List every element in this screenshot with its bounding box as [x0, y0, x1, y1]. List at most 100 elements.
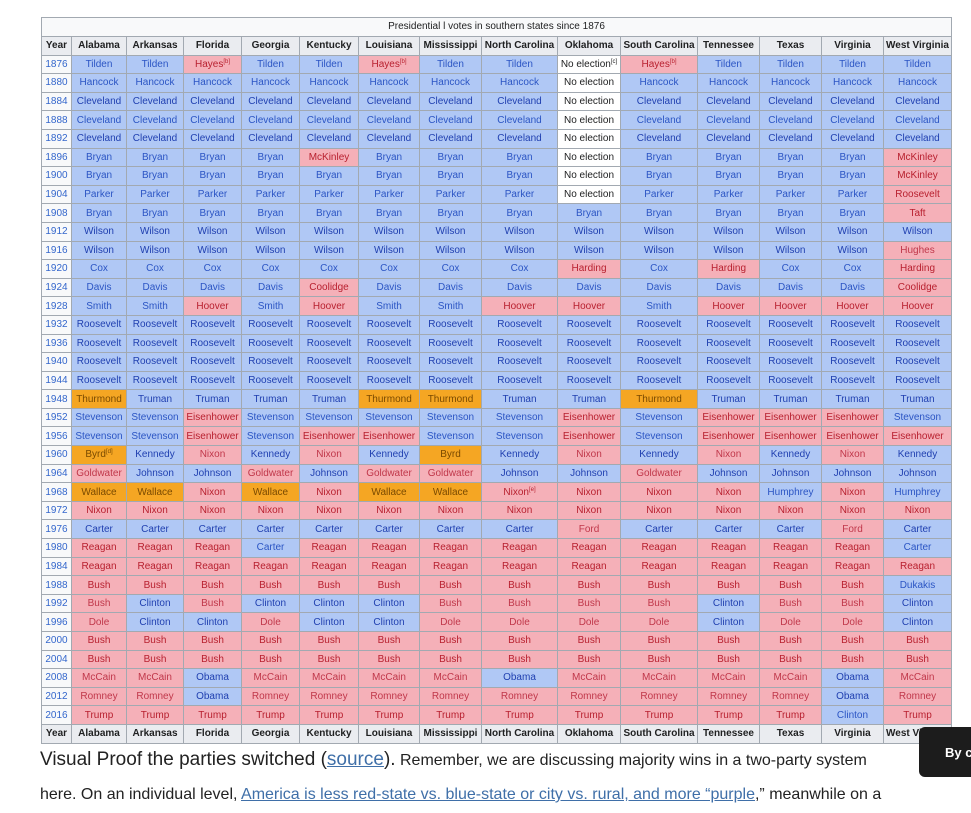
- candidate-name: Wilson: [83, 226, 114, 238]
- candidate-name: Eisenhower: [562, 430, 616, 442]
- result-cell: Bryan: [126, 166, 184, 186]
- candidate-name: Trump: [644, 709, 674, 721]
- table-row: 1916 Wilson Wilson Wilson Wilson Wilson Wilson…: [41, 240, 952, 261]
- result-cell: Bryan: [241, 166, 300, 186]
- result-cell: Nixon: [71, 500, 127, 521]
- result-cell: Bush: [241, 575, 300, 595]
- result-cell: Davis: [126, 277, 184, 298]
- candidate-name: Bush: [377, 635, 401, 647]
- footnote-marker[interactable]: [b]: [669, 58, 677, 65]
- candidate-name: Obama: [836, 691, 869, 703]
- result-cell: Eisenhower: [883, 426, 952, 447]
- candidate-name: Wilson: [435, 244, 466, 256]
- candidate-name: Roosevelt: [248, 319, 293, 331]
- year-cell: 1948: [41, 389, 72, 409]
- candidate-name: Nixon: [715, 449, 742, 461]
- result-cell: Thurmond: [71, 389, 127, 409]
- year-cell: 1936: [41, 333, 72, 354]
- candidate-name: Bryan: [839, 170, 866, 182]
- candidate-name: Bush: [377, 653, 401, 665]
- candidate-name: Goldwater: [76, 467, 122, 479]
- candidate-name: Davis: [199, 282, 225, 294]
- candidate-name: Roosevelt: [248, 356, 293, 368]
- overlay-tooltip-badge[interactable]: By c: [919, 727, 971, 777]
- candidate-name: Cox: [203, 263, 222, 275]
- footnote-marker[interactable]: [c]: [610, 58, 618, 65]
- result-cell: Davis: [557, 277, 621, 298]
- candidate-name: Roosevelt: [497, 319, 542, 331]
- result-cell: Romney: [358, 686, 420, 707]
- result-cell: Stevenson: [71, 407, 127, 428]
- result-cell: Wilson: [759, 240, 822, 261]
- year-cell: 2008: [41, 668, 72, 688]
- candidate-name: No election: [563, 96, 615, 108]
- candidate-name: Bryan: [777, 207, 804, 219]
- footnote-marker[interactable]: [b]: [399, 58, 407, 65]
- result-cell: Roosevelt: [183, 333, 242, 354]
- source-link[interactable]: source: [326, 749, 384, 770]
- result-cell: Cleveland: [183, 110, 242, 130]
- candidate-name: No election: [563, 133, 615, 145]
- candidate-name: Reagan: [311, 560, 347, 572]
- result-cell: Reagan: [697, 538, 760, 558]
- footnote-marker[interactable]: [d]: [105, 449, 113, 456]
- table-row: 1964 Goldwater Johnson Johnson Goldwater John…: [41, 463, 952, 484]
- candidate-name: Johnson: [771, 467, 810, 479]
- result-cell: Hancock: [71, 73, 127, 93]
- candidate-name: Ford: [578, 523, 600, 535]
- result-cell: Nixon: [183, 445, 242, 465]
- candidate-name: Cleveland: [428, 96, 473, 108]
- result-cell: Roosevelt: [557, 333, 621, 354]
- footnote-marker[interactable]: [e]: [528, 486, 536, 493]
- candidate-name: No election: [560, 58, 611, 70]
- candidate-name: Romney: [370, 691, 408, 703]
- result-cell: Roosevelt: [126, 370, 184, 391]
- candidate-name: No election: [563, 189, 615, 201]
- result-cell: Nixon: [241, 500, 300, 521]
- result-cell: Carter: [481, 519, 558, 540]
- result-cell: Roosevelt: [821, 352, 884, 372]
- candidate-name: Cleveland: [636, 96, 682, 108]
- footnote-marker[interactable]: [b]: [223, 58, 231, 65]
- result-cell: Truman: [241, 389, 300, 409]
- result-cell: Bryan: [358, 166, 420, 186]
- state-column-header: Louisiana: [358, 36, 420, 56]
- result-cell: Roosevelt: [241, 333, 300, 354]
- candidate-name: Cox: [650, 263, 668, 275]
- candidate-name: Nixon: [715, 486, 742, 498]
- candidate-name: Roosevelt: [895, 374, 940, 386]
- candidate-name: Kennedy: [770, 449, 811, 461]
- result-cell: Trump: [183, 705, 242, 725]
- year-cell: 1908: [41, 203, 72, 223]
- result-cell: Parker: [299, 184, 359, 205]
- result-cell: Nixon[e]: [481, 482, 558, 502]
- candidate-name: Harding: [899, 263, 936, 275]
- candidate-name: Bryan: [575, 207, 603, 219]
- result-cell: McCain: [883, 668, 952, 688]
- result-cell: Cleveland: [481, 128, 558, 149]
- result-cell: Humphrey: [759, 482, 822, 502]
- candidate-name: Romney: [310, 691, 348, 703]
- candidate-name: Hoover: [712, 300, 745, 312]
- result-cell: Reagan: [358, 538, 420, 558]
- table-row: 1984 Reagan Reagan Reagan Reagan Reagan Reagan…: [41, 556, 952, 577]
- candidate-name: Harding: [571, 263, 607, 275]
- result-cell: Trump: [759, 705, 822, 725]
- result-cell: Tilden: [481, 54, 558, 75]
- candidate-name: Reagan: [137, 542, 173, 554]
- candidate-name: Reagan: [899, 560, 936, 572]
- candidate-name: Bush: [317, 579, 341, 591]
- candidate-name: Parker: [713, 189, 744, 201]
- result-cell: Bryan: [241, 203, 300, 223]
- candidate-name: Bush: [508, 598, 531, 610]
- table-row: 2016 Trump Trump Trump Trump Trump Trump Trump T…: [41, 705, 952, 725]
- candidate-name: Bush: [439, 579, 462, 591]
- result-cell: Cleveland: [299, 91, 359, 112]
- purple-america-link[interactable]: America is less red-state vs. blue-state…: [241, 786, 755, 803]
- result-cell: Nixon: [697, 482, 760, 502]
- candidate-name: Bush: [87, 598, 111, 610]
- result-cell: Hoover: [821, 296, 884, 316]
- candidate-name: Bush: [317, 635, 341, 647]
- candidate-name: Roosevelt: [190, 337, 235, 349]
- candidate-name: Bryan: [715, 170, 742, 182]
